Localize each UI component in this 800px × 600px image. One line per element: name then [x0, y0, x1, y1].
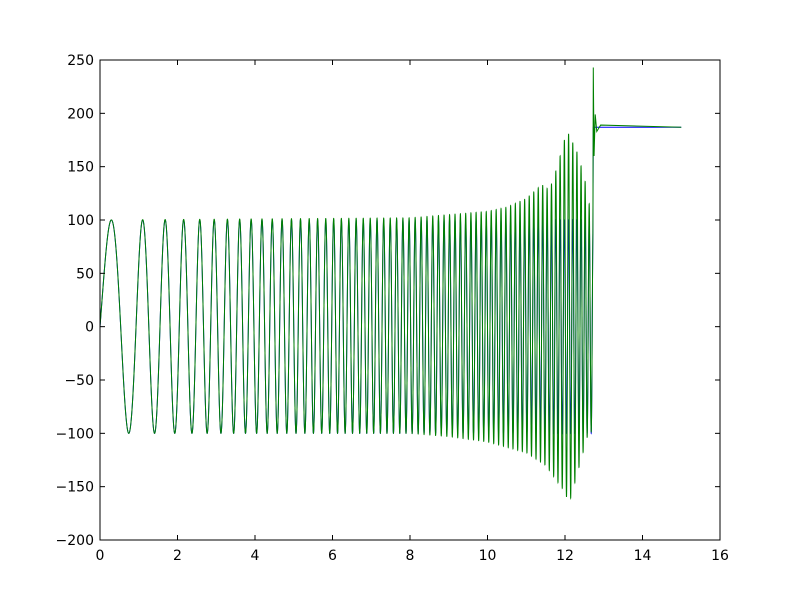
x-tick-label: 2: [173, 548, 182, 564]
y-tick-label: 250: [67, 53, 94, 69]
series-line-2: [99, 67, 682, 501]
y-tick-label: 150: [67, 160, 94, 176]
y-tick-label: −100: [56, 426, 94, 442]
x-tick-label: 16: [711, 548, 729, 564]
x-tick-label: 4: [251, 548, 260, 564]
y-tick-label: 0: [85, 320, 94, 336]
y-tick-label: −200: [56, 533, 94, 549]
y-tick-label: 50: [76, 266, 94, 282]
y-tick-label: 100: [67, 213, 94, 229]
x-tick-label: 12: [556, 548, 574, 564]
y-tick-label: 200: [67, 106, 94, 122]
x-tick-label: 6: [328, 548, 337, 564]
x-tick-label: 14: [634, 548, 652, 564]
plot-area: [99, 67, 682, 501]
y-tick-label: −50: [64, 373, 94, 389]
ticks: 0 2 4 6 8 10 12 14 16 −200 −150 −100 −50 0 50 100 150 200…: [56, 53, 729, 564]
x-tick-label: 8: [406, 548, 415, 564]
x-tick-label: 0: [96, 548, 105, 564]
x-tick-label: 10: [479, 548, 497, 564]
y-tick-label: −150: [56, 480, 94, 496]
